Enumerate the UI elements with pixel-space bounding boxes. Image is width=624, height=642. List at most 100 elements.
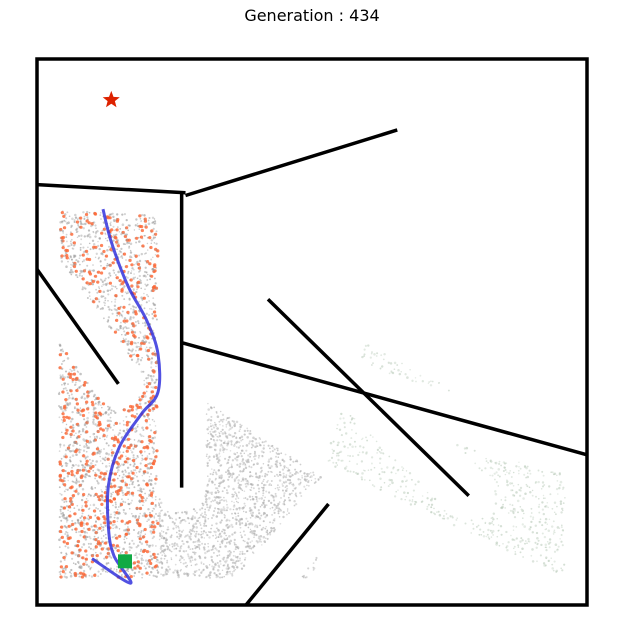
coverage-point [143,214,146,217]
coverage-point [503,466,506,469]
coverage-point [500,533,503,536]
coverage-point [110,495,113,498]
coverage-point [217,489,219,492]
highlight-point [82,383,86,387]
coverage-point [218,420,221,423]
coverage-point [97,430,99,433]
highlight-point [112,478,116,482]
highlight-point [79,522,83,526]
coverage-point [263,499,266,502]
coverage-point [526,475,530,479]
coverage-point [65,488,67,491]
coverage-point [70,460,72,462]
coverage-point [344,467,347,470]
coverage-point [67,221,70,224]
coverage-point [285,474,288,476]
highlight-point [140,228,144,233]
coverage-point [280,452,283,455]
coverage-point [112,239,115,242]
coverage-point [123,511,125,514]
coverage-point [312,562,315,564]
coverage-point [283,503,285,505]
coverage-point [546,501,549,504]
coverage-point [419,374,422,377]
coverage-point [92,439,95,442]
coverage-point [221,428,224,431]
coverage-point [100,295,104,298]
coverage-point [357,453,360,457]
highlight-point [59,529,63,534]
highlight-point [152,284,157,289]
coverage-point [193,553,196,556]
coverage-point [124,475,127,478]
coverage-point [224,509,226,512]
coverage-point [193,570,197,574]
highlight-point [74,269,78,273]
coverage-point [134,514,137,518]
highlight-point [70,551,74,555]
coverage-point [263,441,266,443]
coverage-point [139,332,142,334]
coverage-point [235,446,238,448]
highlight-point [129,354,133,358]
coverage-point [387,361,390,364]
coverage-point [251,522,253,524]
coverage-point [123,286,125,289]
coverage-point [250,486,253,489]
coverage-point [97,449,101,452]
coverage-point [61,431,63,434]
coverage-point [204,520,206,523]
coverage-point [289,475,292,478]
coverage-point [104,226,106,228]
coverage-point [233,538,236,542]
coverage-point [58,546,61,549]
coverage-point [117,469,120,472]
coverage-point [217,484,221,488]
coverage-point [227,485,230,488]
coverage-point [151,312,154,316]
coverage-point [175,518,178,521]
coverage-point [405,480,407,483]
coverage-point [150,347,153,349]
coverage-point [509,470,512,472]
coverage-point [520,508,523,511]
coverage-point [192,572,195,575]
coverage-point [266,530,269,532]
coverage-point [119,505,122,508]
coverage-point [95,435,98,438]
coverage-point [59,344,61,347]
coverage-point [142,415,146,418]
coverage-point [143,450,146,453]
coverage-point [126,526,129,528]
coverage-point [250,466,253,469]
coverage-point [283,492,286,495]
coverage-point [161,554,164,557]
coverage-point [253,456,255,458]
coverage-point [559,480,563,484]
coverage-point [139,489,142,492]
coverage-point [94,464,97,466]
coverage-point [231,512,233,515]
coverage-point [122,500,125,503]
highlight-point [153,314,157,318]
coverage-point [101,490,103,493]
coverage-point [121,463,123,466]
coverage-point [203,537,206,539]
coverage-point [491,531,494,534]
coverage-point [275,455,277,458]
highlight-point [150,274,154,278]
coverage-point [367,469,370,471]
coverage-point [59,446,62,448]
coverage-point [511,504,514,507]
coverage-point [80,565,83,567]
coverage-point [251,523,254,526]
coverage-point [312,471,315,474]
highlight-point [63,497,67,501]
coverage-point [90,525,93,528]
coverage-point [61,511,65,515]
coverage-point [99,214,102,216]
coverage-point [236,451,238,454]
coverage-point [500,506,502,509]
highlight-point [148,435,152,439]
highlight-point [136,564,140,568]
